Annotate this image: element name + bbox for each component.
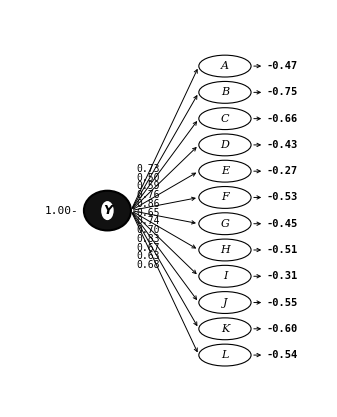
Text: G: G [220,219,229,229]
Text: -0.66: -0.66 [267,114,298,123]
Text: -0.43: -0.43 [267,140,298,150]
Ellipse shape [199,108,251,130]
Text: L: L [221,350,228,360]
Text: 0.50: 0.50 [136,173,160,183]
Text: 0.73: 0.73 [136,164,160,174]
Text: I: I [223,271,227,281]
Text: -0.51: -0.51 [267,245,298,255]
Text: -0.60: -0.60 [267,324,298,334]
Ellipse shape [199,344,251,366]
Ellipse shape [199,318,251,340]
Text: H: H [220,245,230,255]
Ellipse shape [199,134,251,156]
Text: 0.83: 0.83 [136,234,160,244]
Text: Y: Y [103,204,112,217]
Ellipse shape [199,265,251,287]
Text: -0.75: -0.75 [267,88,298,97]
Ellipse shape [199,160,251,182]
Ellipse shape [199,213,251,235]
Ellipse shape [199,81,251,103]
Text: 0.68: 0.68 [136,260,160,270]
Ellipse shape [101,201,114,220]
Text: E: E [221,166,229,176]
Text: -0.53: -0.53 [267,193,298,202]
Ellipse shape [84,191,131,231]
Text: -0.54: -0.54 [267,350,298,360]
Text: A: A [221,61,229,71]
Ellipse shape [199,55,251,77]
Text: -0.55: -0.55 [267,298,298,307]
Text: 0.74: 0.74 [136,216,160,226]
Text: 0.86: 0.86 [136,199,160,209]
Ellipse shape [199,239,251,261]
Text: J: J [223,298,227,307]
Text: K: K [221,324,229,334]
Text: D: D [220,140,229,150]
Text: 0.59: 0.59 [136,181,160,191]
Text: -0.31: -0.31 [267,271,298,281]
Text: F: F [221,193,229,202]
Text: B: B [221,88,229,97]
Text: -0.45: -0.45 [267,219,298,229]
Ellipse shape [199,291,251,314]
Text: 0.76: 0.76 [136,190,160,200]
Text: -0.27: -0.27 [267,166,298,176]
Text: 0.70: 0.70 [136,225,160,235]
Text: 1.00-: 1.00- [45,206,79,216]
Text: -0.47: -0.47 [267,61,298,71]
Text: 0.67: 0.67 [136,243,160,253]
Text: C: C [221,114,229,123]
Ellipse shape [199,186,251,208]
Text: 0.65: 0.65 [136,208,160,218]
Text: 0.63: 0.63 [136,251,160,261]
